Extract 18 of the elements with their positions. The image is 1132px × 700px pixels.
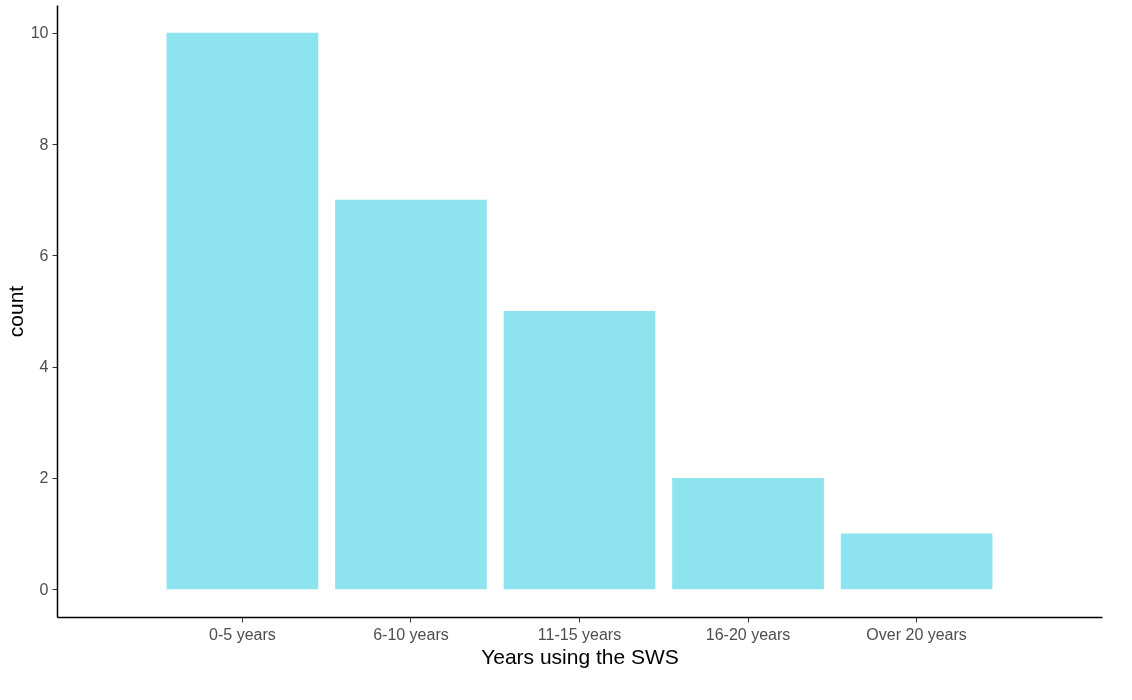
y-tick-label: 10: [30, 24, 49, 42]
x-tick-label: 16-20 years: [705, 625, 791, 643]
x-axis-title: Years using the SWS: [481, 644, 679, 668]
y-tick-label: 8: [39, 135, 49, 153]
x-tick-label: 6-10 years: [373, 625, 449, 643]
y-tick-label: 0: [39, 580, 49, 598]
y-tick-label: 2: [39, 469, 49, 487]
x-tick-label: Over 20 years: [866, 625, 967, 643]
y-tick-label: 4: [39, 358, 49, 376]
x-tick-label: 11-15 years: [537, 625, 622, 643]
y-axis-title: count: [3, 285, 27, 338]
bar: [840, 533, 993, 590]
bar: [335, 199, 487, 590]
bar: [503, 311, 656, 590]
y-tick-label: 6: [39, 246, 49, 264]
bar: [672, 477, 824, 590]
bar: [166, 32, 319, 590]
x-tick-label: 0-5 years: [209, 625, 276, 643]
